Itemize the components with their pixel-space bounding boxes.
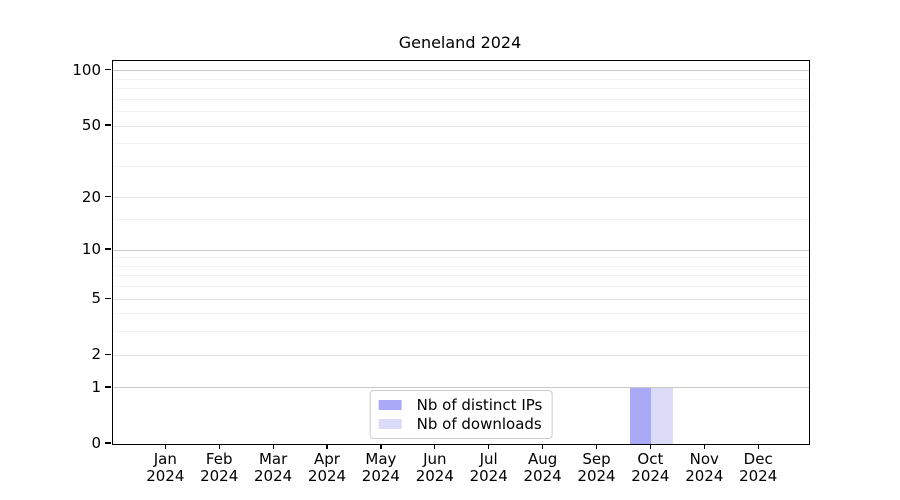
bar-nb-of-downloads-9 <box>651 387 673 444</box>
gridline-y-6 <box>113 286 809 288</box>
y-tick-label: 0 <box>91 434 101 452</box>
x-tick-2 <box>272 444 274 449</box>
gridline-y-100 <box>113 70 809 72</box>
x-tick-0 <box>164 444 166 449</box>
y-tick-5 <box>105 297 111 299</box>
x-tick-label: Oct 2024 <box>631 450 670 485</box>
x-tick-label: May 2024 <box>361 450 400 485</box>
gridline-y-15 <box>113 219 809 221</box>
gridline-y-2 <box>113 354 809 356</box>
x-tick-4 <box>380 444 382 449</box>
gridline-y-90 <box>113 78 809 80</box>
chart-title: Geneland 2024 <box>398 33 522 52</box>
gridline-y-4 <box>113 313 809 315</box>
x-tick-label: Apr 2024 <box>307 450 347 485</box>
y-tick-label: 20 <box>81 187 101 206</box>
legend-item: Nb of downloads <box>378 415 543 433</box>
legend-item: Nb of distinct IPs <box>378 396 543 414</box>
x-tick-label: Aug 2024 <box>523 450 562 485</box>
gridline-y-3 <box>113 331 809 333</box>
y-tick-label: 1 <box>91 377 101 396</box>
y-tick-label: 10 <box>81 240 101 259</box>
y-tick-10 <box>105 248 111 250</box>
legend-swatch <box>378 400 402 410</box>
x-tick-label: Jul 2024 <box>469 450 508 485</box>
x-tick-8 <box>595 444 598 449</box>
gridline-y-50 <box>113 125 809 127</box>
gridline-y-40 <box>113 143 809 145</box>
x-tick-6 <box>488 444 490 449</box>
x-tick-label: Jun 2024 <box>415 450 454 485</box>
legend-label: Nb of downloads <box>416 415 542 433</box>
gridline-y-20 <box>113 197 809 199</box>
gridline-y-8 <box>113 265 809 267</box>
y-tick-1 <box>105 386 111 388</box>
x-tick-7 <box>542 444 544 449</box>
y-tick-label: 5 <box>91 289 101 308</box>
gridline-y-10 <box>113 249 809 251</box>
y-tick-50 <box>105 124 111 126</box>
plot-area: Nb of distinct IPs Nb of downloads <box>112 60 810 445</box>
x-tick-11 <box>757 444 759 449</box>
legend-swatch <box>378 419 402 429</box>
x-tick-label: Sep 2024 <box>577 450 616 485</box>
x-tick-1 <box>218 444 220 449</box>
x-tick-label: Mar 2024 <box>254 450 293 485</box>
y-tick-label: 50 <box>81 116 101 135</box>
y-tick-label: 100 <box>72 60 101 79</box>
gridline-y-5 <box>113 298 809 300</box>
bar-nb-of-distinct-ips-9 <box>629 387 652 444</box>
legend-label: Nb of distinct IPs <box>416 396 543 414</box>
x-tick-10 <box>703 444 705 449</box>
legend: Nb of distinct IPs Nb of downloads <box>369 390 553 439</box>
y-tick-label: 2 <box>91 345 101 364</box>
gridline-y-1 <box>113 387 809 389</box>
gridline-y-30 <box>113 165 809 167</box>
gridline-y-60 <box>113 111 809 113</box>
x-tick-label: Feb 2024 <box>200 450 239 485</box>
x-tick-label: Dec 2024 <box>739 450 778 485</box>
y-tick-100 <box>105 69 111 71</box>
gridline-y-80 <box>113 88 809 90</box>
x-tick-5 <box>434 444 436 449</box>
y-tick-2 <box>105 353 111 355</box>
gridline-y-9 <box>113 257 809 259</box>
y-tick-20 <box>105 196 111 198</box>
x-tick-label: Nov 2024 <box>685 450 724 485</box>
gridline-y-70 <box>113 98 809 100</box>
x-tick-3 <box>326 444 328 449</box>
x-tick-9 <box>649 444 652 449</box>
gridline-y-7 <box>113 275 809 277</box>
y-tick-0 <box>105 442 111 444</box>
x-tick-label: Jan 2024 <box>146 450 185 485</box>
